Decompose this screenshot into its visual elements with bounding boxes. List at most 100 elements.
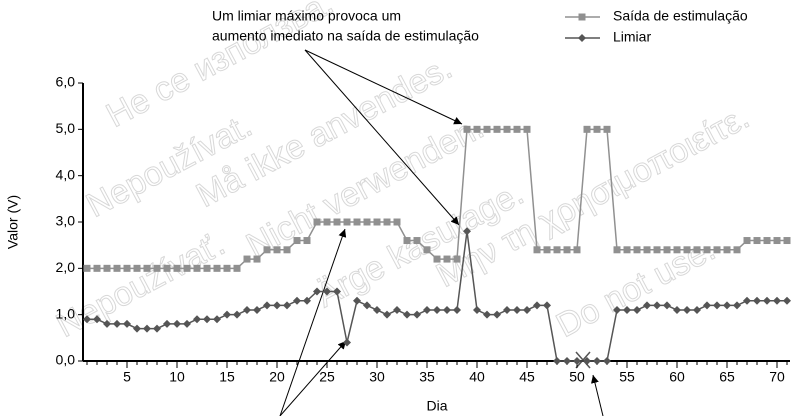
point	[573, 246, 581, 254]
point	[623, 246, 631, 254]
y-tick-label: 6,0	[56, 74, 76, 90]
point	[193, 315, 201, 324]
point	[653, 301, 661, 310]
x-tick-label: 5	[123, 369, 131, 385]
point	[578, 13, 586, 21]
watermarks: Не се използва.Nepoužívat.Må ikke anvend…	[50, 0, 756, 345]
x-tick-label: 10	[169, 369, 185, 385]
point	[513, 125, 521, 133]
point	[393, 306, 401, 315]
point	[333, 287, 341, 296]
point	[193, 264, 201, 272]
point	[163, 319, 171, 328]
annotation-line: aumento imediato na saída de estimulação	[212, 28, 479, 44]
point	[223, 264, 231, 272]
x-tick-label: 60	[669, 369, 685, 385]
y-tick-label: 0,0	[56, 352, 76, 368]
point	[243, 255, 251, 263]
point	[643, 246, 651, 254]
point	[413, 310, 421, 319]
y-tick-label: 5,0	[56, 120, 76, 136]
point	[103, 319, 111, 328]
point	[493, 125, 501, 133]
x-tick-label: 25	[319, 369, 335, 385]
point	[293, 237, 301, 245]
point	[203, 315, 211, 324]
point	[333, 218, 341, 226]
point	[123, 264, 131, 272]
point	[613, 306, 621, 315]
point	[343, 218, 351, 226]
watermark: Nepoužívať.	[50, 225, 231, 345]
point	[753, 237, 761, 245]
point	[143, 324, 151, 333]
annotation-arrows	[279, 49, 604, 416]
point	[683, 306, 691, 315]
point	[303, 237, 311, 245]
point	[733, 301, 741, 310]
point	[603, 125, 611, 133]
point	[453, 306, 461, 315]
point	[163, 264, 171, 272]
point	[363, 218, 371, 226]
point	[173, 319, 181, 328]
point	[693, 246, 701, 254]
point	[593, 125, 601, 133]
point	[553, 246, 561, 254]
point	[173, 264, 181, 272]
point	[443, 306, 451, 315]
point	[283, 246, 291, 254]
point	[483, 125, 491, 133]
point	[343, 338, 351, 347]
point	[243, 306, 251, 315]
annotation-line: Um limiar máximo provoca um	[212, 8, 401, 24]
point	[713, 301, 721, 310]
point	[133, 264, 141, 272]
point	[713, 246, 721, 254]
x-tick-label: 70	[769, 369, 785, 385]
y-tick-label: 2,0	[56, 259, 76, 275]
point	[133, 324, 141, 333]
point	[143, 264, 151, 272]
point	[703, 301, 711, 310]
point	[403, 237, 411, 245]
point	[473, 125, 481, 133]
point	[533, 246, 541, 254]
legend-label: Limiar	[613, 29, 651, 45]
point	[523, 125, 531, 133]
point	[773, 237, 781, 245]
point	[633, 246, 641, 254]
point	[363, 301, 371, 310]
point	[763, 296, 771, 305]
point	[703, 246, 711, 254]
point	[593, 357, 601, 365]
point	[313, 287, 321, 296]
point	[263, 301, 271, 310]
point	[113, 319, 121, 328]
point	[283, 301, 291, 310]
point	[273, 246, 281, 254]
point	[763, 237, 771, 245]
point	[743, 237, 751, 245]
point	[253, 255, 261, 263]
point	[263, 246, 271, 254]
point	[153, 264, 161, 272]
point	[563, 246, 571, 254]
point	[523, 306, 531, 315]
point	[443, 255, 451, 263]
point	[533, 301, 541, 310]
point	[433, 255, 441, 263]
point	[603, 357, 611, 365]
point	[663, 246, 671, 254]
point	[573, 357, 581, 365]
point	[693, 306, 701, 315]
point	[773, 296, 781, 305]
point	[673, 306, 681, 315]
point	[578, 34, 586, 42]
point	[393, 218, 401, 226]
point	[613, 246, 621, 254]
y-tick-label: 1,0	[56, 305, 76, 321]
x-tick-label: 15	[219, 369, 235, 385]
point	[383, 218, 391, 226]
